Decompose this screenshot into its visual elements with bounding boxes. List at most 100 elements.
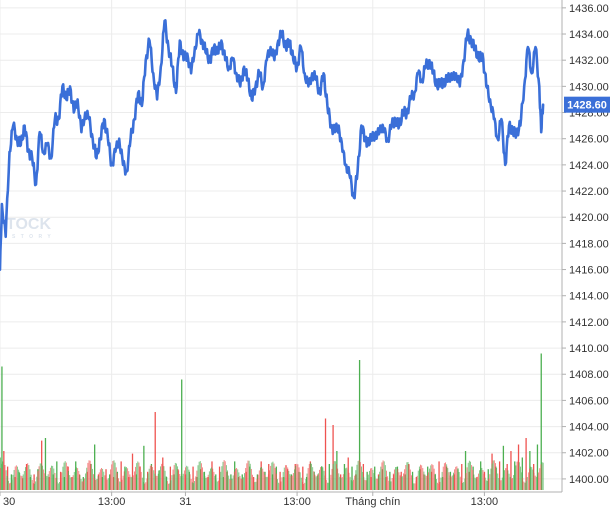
volume-bar: [19, 473, 21, 490]
volume-bar: [499, 480, 501, 490]
volume-bar: [113, 460, 115, 490]
volume-bar: [440, 477, 442, 490]
x-tick-label: 31: [179, 496, 191, 508]
volume-bar: [56, 461, 58, 490]
volume-bar: [441, 471, 443, 490]
volume-bar: [145, 482, 147, 490]
volume-bar: [515, 465, 517, 490]
volume-bar: [138, 462, 140, 490]
volume-bar: [286, 465, 288, 490]
volume-bar: [341, 477, 343, 490]
volume-bar: [354, 475, 356, 490]
volume-bar: [170, 480, 172, 490]
volume-bar: [191, 482, 193, 490]
volume-bar: [264, 474, 266, 490]
volume-bar: [177, 466, 179, 490]
volume-bar: [180, 476, 182, 490]
volume-bar: [205, 477, 207, 490]
volume-bar: [65, 462, 67, 490]
volume-bar: [253, 479, 255, 490]
volume-bar: [392, 473, 394, 490]
volume-bar: [171, 475, 173, 490]
volume-bar: [514, 470, 516, 490]
volume-bar: [438, 461, 440, 490]
volume-bar: [169, 466, 172, 490]
volume-bar: [38, 466, 40, 490]
volume-bar: [407, 462, 409, 490]
volume-bar: [336, 464, 337, 490]
volume-bar: [61, 472, 63, 490]
svg-text:TOCK: TOCK: [6, 216, 51, 233]
volume-bar: [47, 474, 49, 490]
volume-bar: [56, 481, 58, 490]
volume-bar: [325, 479, 327, 490]
volume-bar: [213, 471, 215, 490]
volume-bar: [521, 457, 523, 490]
volume-bar: [456, 466, 458, 490]
volume-bar: [342, 474, 344, 490]
volume-bar: [256, 478, 258, 490]
volume-bar: [284, 465, 286, 490]
x-tick-label: 13:00: [98, 496, 126, 508]
volume-bar: [400, 476, 402, 490]
volume-bar: [462, 482, 463, 490]
volume-bar: [521, 472, 523, 490]
volume-bar: [453, 472, 454, 490]
volume-bar: [307, 468, 309, 490]
volume-bar: [195, 476, 197, 490]
volume-bar: [23, 471, 25, 490]
volume-bar: [74, 468, 76, 490]
volume-bar: [101, 468, 102, 490]
volume-bar: [81, 481, 83, 490]
volume-bar: [470, 461, 471, 490]
volume-bar: [277, 479, 278, 490]
y-tick-label: 1434.00: [569, 29, 609, 41]
volume-bar: [367, 474, 369, 490]
volume-bar: [525, 480, 527, 490]
volume-bar: [48, 471, 50, 490]
volume-bar: [498, 461, 501, 490]
volume-bar: [189, 474, 191, 490]
volume-bar: [363, 476, 365, 490]
volume-bar: [433, 468, 435, 490]
volume-bar: [395, 467, 397, 490]
volume-bar: [317, 473, 319, 490]
volume-bar: [221, 466, 223, 490]
volume-bar: [31, 479, 33, 490]
volume-bar: [181, 379, 183, 490]
volume-bar: [265, 476, 267, 490]
volume-bar: [68, 470, 70, 490]
volume-bar: [339, 476, 341, 490]
volume-bar: [30, 474, 32, 490]
volume-bar: [373, 473, 375, 490]
volume-bar: [185, 467, 186, 490]
volume-bar: [351, 466, 353, 490]
volume-bar: [224, 461, 226, 490]
volume-bar: [506, 468, 508, 490]
volume-bar: [485, 480, 487, 490]
volume-bar: [426, 475, 428, 490]
volume-bar: [540, 353, 542, 490]
volume-bar: [143, 481, 144, 490]
volume-bar: [381, 462, 383, 490]
y-tick-label: 1424.00: [569, 160, 609, 172]
volume-bar: [289, 474, 291, 490]
volume-bar: [533, 472, 535, 490]
volume-bar: [378, 476, 379, 490]
volume-bar: [391, 478, 393, 490]
volume-bar: [115, 467, 117, 490]
volume-bar: [143, 445, 145, 490]
volume-bar: [64, 461, 66, 490]
volume-bar: [505, 468, 507, 490]
volume-bar: [333, 461, 335, 490]
volume-bar: [228, 475, 230, 490]
volume-bar: [87, 462, 89, 490]
volume-bar: [464, 451, 467, 490]
volume-bar: [157, 473, 159, 490]
volume-bar: [435, 479, 437, 490]
volume-bar: [44, 438, 47, 490]
volume-bar: [203, 472, 205, 490]
volume-bar: [235, 468, 236, 490]
volume-bar: [414, 483, 416, 490]
